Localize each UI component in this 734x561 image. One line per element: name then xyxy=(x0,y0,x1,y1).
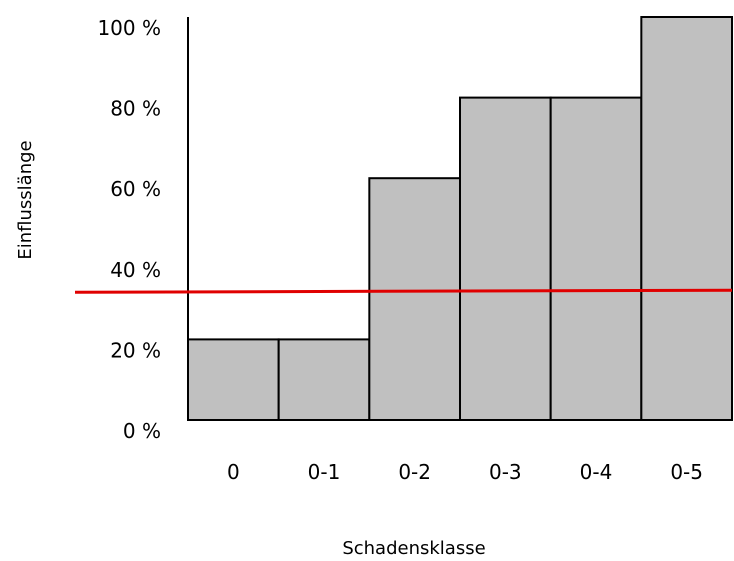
y-tick-label: 60 % xyxy=(110,177,161,201)
x-tick-label: 0-2 xyxy=(398,460,431,484)
x-tick-label: 0-4 xyxy=(580,460,613,484)
x-axis-title: Schadensklasse xyxy=(342,538,485,559)
bar-0-4 xyxy=(549,96,643,421)
x-tick-label: 0-1 xyxy=(308,460,341,484)
bar-0-3 xyxy=(459,96,552,421)
y-axis-title: Einflusslänge xyxy=(15,140,36,259)
bar-group xyxy=(187,16,733,421)
reference-line xyxy=(74,288,733,294)
bar-0-2 xyxy=(368,177,462,421)
bar-0-5 xyxy=(640,16,733,421)
bar-0 xyxy=(187,338,280,421)
x-tick-label: 0-5 xyxy=(670,460,703,484)
y-tick-labels: 0 % 20 % 40 % 60 % 80 % 100 % xyxy=(97,16,161,443)
x-tick-label: 0 xyxy=(227,460,240,484)
x-tick-label: 0-3 xyxy=(489,460,522,484)
y-tick-label: 80 % xyxy=(110,97,161,121)
y-tick-label: 40 % xyxy=(110,258,161,282)
y-tick-label: 0 % xyxy=(123,419,161,443)
y-tick-label: 20 % xyxy=(110,338,161,362)
y-tick-label: 100 % xyxy=(97,16,161,40)
x-tick-labels: 0 0-1 0-2 0-3 0-4 0-5 xyxy=(227,460,703,484)
bar-0-1 xyxy=(277,338,371,421)
